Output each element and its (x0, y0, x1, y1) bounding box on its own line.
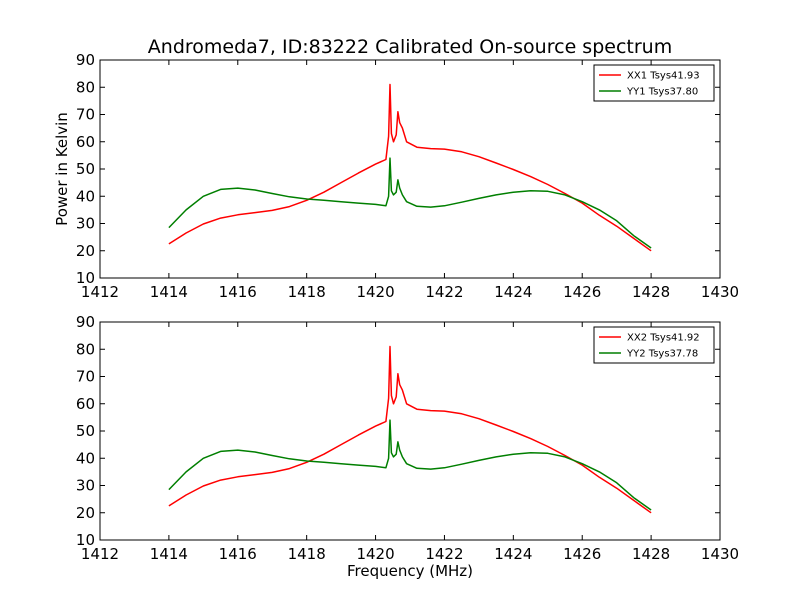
x-tick-label: 1428 (632, 283, 670, 301)
y-tick-label: 60 (76, 133, 95, 151)
x-tick-label: 1430 (701, 545, 739, 563)
y-tick-label: 60 (76, 395, 95, 413)
x-tick-label: 1424 (494, 283, 532, 301)
x-tick-label: 1420 (356, 545, 394, 563)
legend-box (593, 64, 715, 102)
legend-label: XX1 Tsys41.93 (627, 71, 700, 82)
y-tick-label: 40 (76, 187, 95, 205)
chart-title: Andromeda7, ID:83222 Calibrated On-sourc… (148, 36, 672, 58)
x-axis-label: Frequency (MHz) (347, 562, 473, 580)
y-tick-label: 70 (76, 368, 95, 386)
y-axis-label: Power in Kelvin (53, 112, 71, 226)
y-tick-label: 90 (76, 51, 95, 69)
x-tick-label: 1426 (563, 545, 601, 563)
y-tick-label: 30 (76, 215, 95, 233)
y-tick-label: 20 (76, 504, 95, 522)
x-tick-label: 1416 (219, 283, 257, 301)
x-tick-label: 1418 (288, 283, 326, 301)
bottom-subplot: 1412 1414 1416 1418 1420 1422 1424 1426 1428 1430… (76, 313, 739, 563)
x-tick-label: 1430 (701, 283, 739, 301)
x-tick-label: 1422 (425, 283, 463, 301)
y-tick-label: 80 (76, 78, 95, 96)
series-line-yy1 (168, 157, 652, 249)
x-tick-label: 1426 (563, 283, 601, 301)
legend-label: YY2 Tsys37.78 (626, 349, 698, 360)
legend: XX2 Tsys41.92 YY2 Tsys37.78 (593, 326, 715, 364)
x-tick-label: 1414 (150, 283, 188, 301)
x-tick-label: 1422 (425, 545, 463, 563)
top-subplot: 1412 1414 1416 1418 1420 1422 1424 1426 1428 1430… (76, 51, 739, 301)
x-tick-label: 1424 (494, 545, 532, 563)
series-line-xx2 (168, 345, 652, 514)
legend-label: XX2 Tsys41.92 (627, 333, 700, 344)
y-tick-label: 80 (76, 340, 95, 358)
series-line-yy2 (168, 419, 652, 511)
y-tick-label: 40 (76, 449, 95, 467)
y-tick-label: 10 (76, 531, 95, 549)
legend: XX1 Tsys41.93 YY1 Tsys37.80 (593, 64, 715, 102)
x-tick-label: 1414 (150, 545, 188, 563)
x-tick-label: 1412 (81, 545, 119, 563)
y-tick-label: 20 (76, 242, 95, 260)
x-tick-label: 1428 (632, 545, 670, 563)
y-tick-label: 50 (76, 160, 95, 178)
y-tick-label: 10 (76, 269, 95, 287)
legend-label: YY1 Tsys37.80 (626, 87, 698, 98)
series-line-xx1 (168, 83, 652, 252)
x-tick-label: 1412 (81, 283, 119, 301)
y-tick-label: 90 (76, 313, 95, 331)
x-tick-label: 1420 (356, 283, 394, 301)
x-tick-label: 1418 (288, 545, 326, 563)
y-tick-label: 30 (76, 477, 95, 495)
y-tick-label: 50 (76, 422, 95, 440)
y-tick-label: 70 (76, 106, 95, 124)
x-tick-label: 1416 (219, 545, 257, 563)
legend-box (593, 326, 715, 364)
